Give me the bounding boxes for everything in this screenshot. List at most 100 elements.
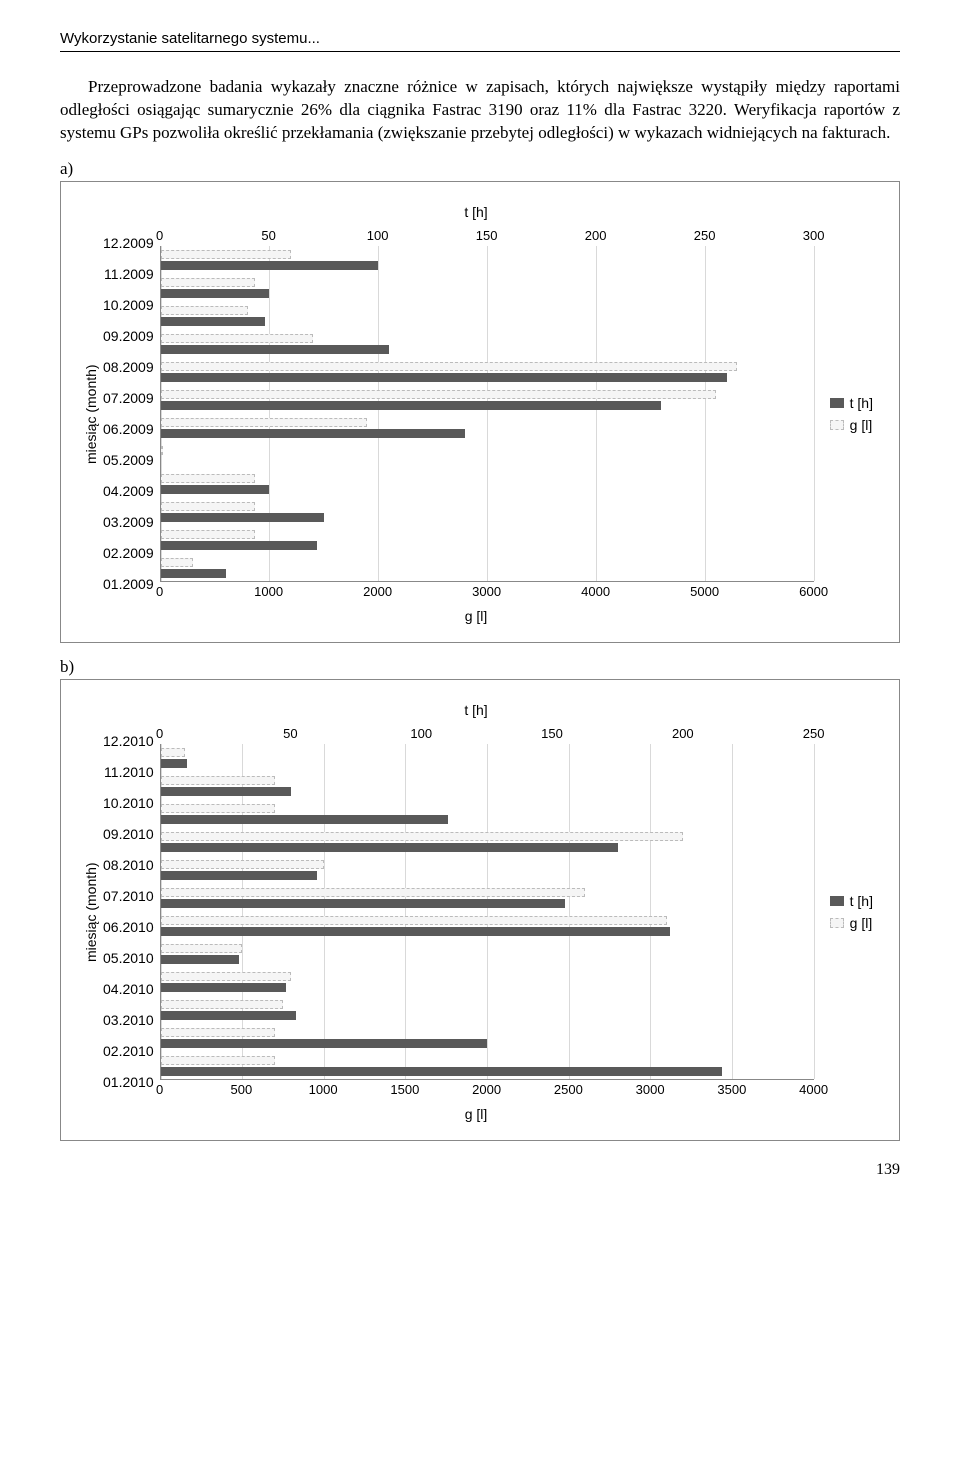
category-label: 04.2010: [103, 975, 154, 1003]
bar-g: [161, 972, 292, 981]
bar-t: [161, 843, 618, 852]
chart-b-legend: t [h] g [l]: [814, 726, 873, 1098]
tick-top: 150: [541, 726, 563, 741]
category-label: 09.2009: [103, 322, 154, 350]
category-label: 07.2010: [103, 882, 154, 910]
chart-a-bottom-ticks: 0100020003000400050006000: [160, 582, 814, 600]
tick-top: 250: [803, 726, 825, 741]
bar-t: [161, 373, 727, 382]
swatch-g: [830, 918, 844, 928]
tick-top: 50: [283, 726, 297, 741]
tick-top: 200: [672, 726, 694, 741]
bar-group: [161, 358, 814, 386]
bar-g: [161, 748, 185, 757]
bar-group: [161, 330, 814, 358]
bar-t: [161, 955, 239, 964]
category-label: 03.2009: [103, 508, 154, 536]
bar-t: [161, 1067, 723, 1076]
bar-t: [161, 899, 566, 908]
bar-g: [161, 916, 667, 925]
tick-bottom: 0: [156, 1082, 163, 1097]
bar-t: [161, 815, 448, 824]
bar-group: [161, 884, 814, 912]
chart-a-bottom-title: g [l]: [79, 608, 873, 624]
chart-a-top-ticks: 050100150200250300: [160, 228, 814, 246]
bar-group: [161, 526, 814, 554]
bar-g: [161, 474, 256, 483]
category-label: 02.2009: [103, 539, 154, 567]
bar-group: [161, 744, 814, 772]
page-number: 139: [60, 1161, 900, 1179]
chart-b-bottom-title: g [l]: [79, 1106, 873, 1122]
legend-label-t: t [h]: [850, 395, 873, 411]
tick-top: 100: [367, 228, 389, 243]
chart-b-plot: [160, 744, 814, 1080]
bar-group: [161, 498, 814, 526]
category-label: 01.2010: [103, 1068, 154, 1096]
tick-top: 0: [156, 228, 163, 243]
tick-top: 50: [261, 228, 275, 243]
category-label: 07.2009: [103, 384, 154, 412]
figure-label-b: b): [60, 657, 900, 677]
intro-paragraph: Przeprowadzone badania wykazały znaczne …: [60, 76, 900, 145]
category-label: 05.2009: [103, 446, 154, 474]
bar-g: [161, 362, 738, 371]
tick-bottom: 5000: [690, 584, 719, 599]
category-label: 11.2010: [103, 758, 154, 786]
category-label: 01.2009: [103, 570, 154, 598]
category-label: 04.2009: [103, 477, 154, 505]
bar-t: [161, 513, 324, 522]
bar-g: [161, 888, 585, 897]
category-label: 11.2009: [103, 260, 154, 288]
bar-group: [161, 386, 814, 414]
header-rule: [60, 51, 900, 52]
tick-bottom: 1000: [309, 1082, 338, 1097]
bar-group: [161, 470, 814, 498]
chart-a-legend: t [h] g [l]: [814, 228, 873, 600]
tick-bottom: 3000: [636, 1082, 665, 1097]
chart-a-ylabel: miesiąc (month): [79, 228, 103, 600]
tick-bottom: 2500: [554, 1082, 583, 1097]
tick-bottom: 4000: [799, 1082, 828, 1097]
legend-item-g: g [l]: [830, 417, 873, 433]
tick-top: 100: [410, 726, 432, 741]
bar-group: [161, 442, 814, 470]
tick-bottom: 2000: [363, 584, 392, 599]
swatch-t: [830, 398, 844, 408]
swatch-g: [830, 420, 844, 430]
bar-t: [161, 927, 670, 936]
tick-bottom: 0: [156, 584, 163, 599]
bar-group: [161, 800, 814, 828]
bar-group: [161, 968, 814, 996]
tick-top: 300: [803, 228, 825, 243]
bar-g: [161, 832, 683, 841]
category-label: 08.2009: [103, 353, 154, 381]
bar-g: [161, 1000, 283, 1009]
bar-t: [161, 871, 318, 880]
chart-b: t [h] miesiąc (month) 12.201011.201010.2…: [60, 679, 900, 1141]
category-label: 10.2010: [103, 789, 154, 817]
tick-top: 150: [476, 228, 498, 243]
chart-a-top-title: t [h]: [79, 204, 873, 220]
category-label: 02.2010: [103, 1037, 154, 1065]
bar-g: [161, 334, 313, 343]
bar-group: [161, 246, 814, 274]
bar-group: [161, 1024, 814, 1052]
category-label: 08.2010: [103, 851, 154, 879]
bar-t: [161, 261, 379, 270]
bar-g: [161, 530, 256, 539]
bar-g: [161, 502, 256, 511]
category-label: 10.2009: [103, 291, 154, 319]
chart-b-top-ticks: 050100150200250: [160, 726, 814, 744]
bar-t: [161, 345, 390, 354]
bar-group: [161, 274, 814, 302]
category-label: 06.2009: [103, 415, 154, 443]
chart-a-categories: 12.200911.200910.200909.200908.200907.20…: [103, 228, 160, 600]
category-label: 05.2010: [103, 944, 154, 972]
bar-g: [161, 860, 324, 869]
tick-top: 0: [156, 726, 163, 741]
bar-t: [161, 317, 265, 326]
category-label: 09.2010: [103, 820, 154, 848]
chart-b-categories: 12.201011.201010.201009.201008.201007.20…: [103, 726, 160, 1098]
bar-g: [161, 390, 716, 399]
